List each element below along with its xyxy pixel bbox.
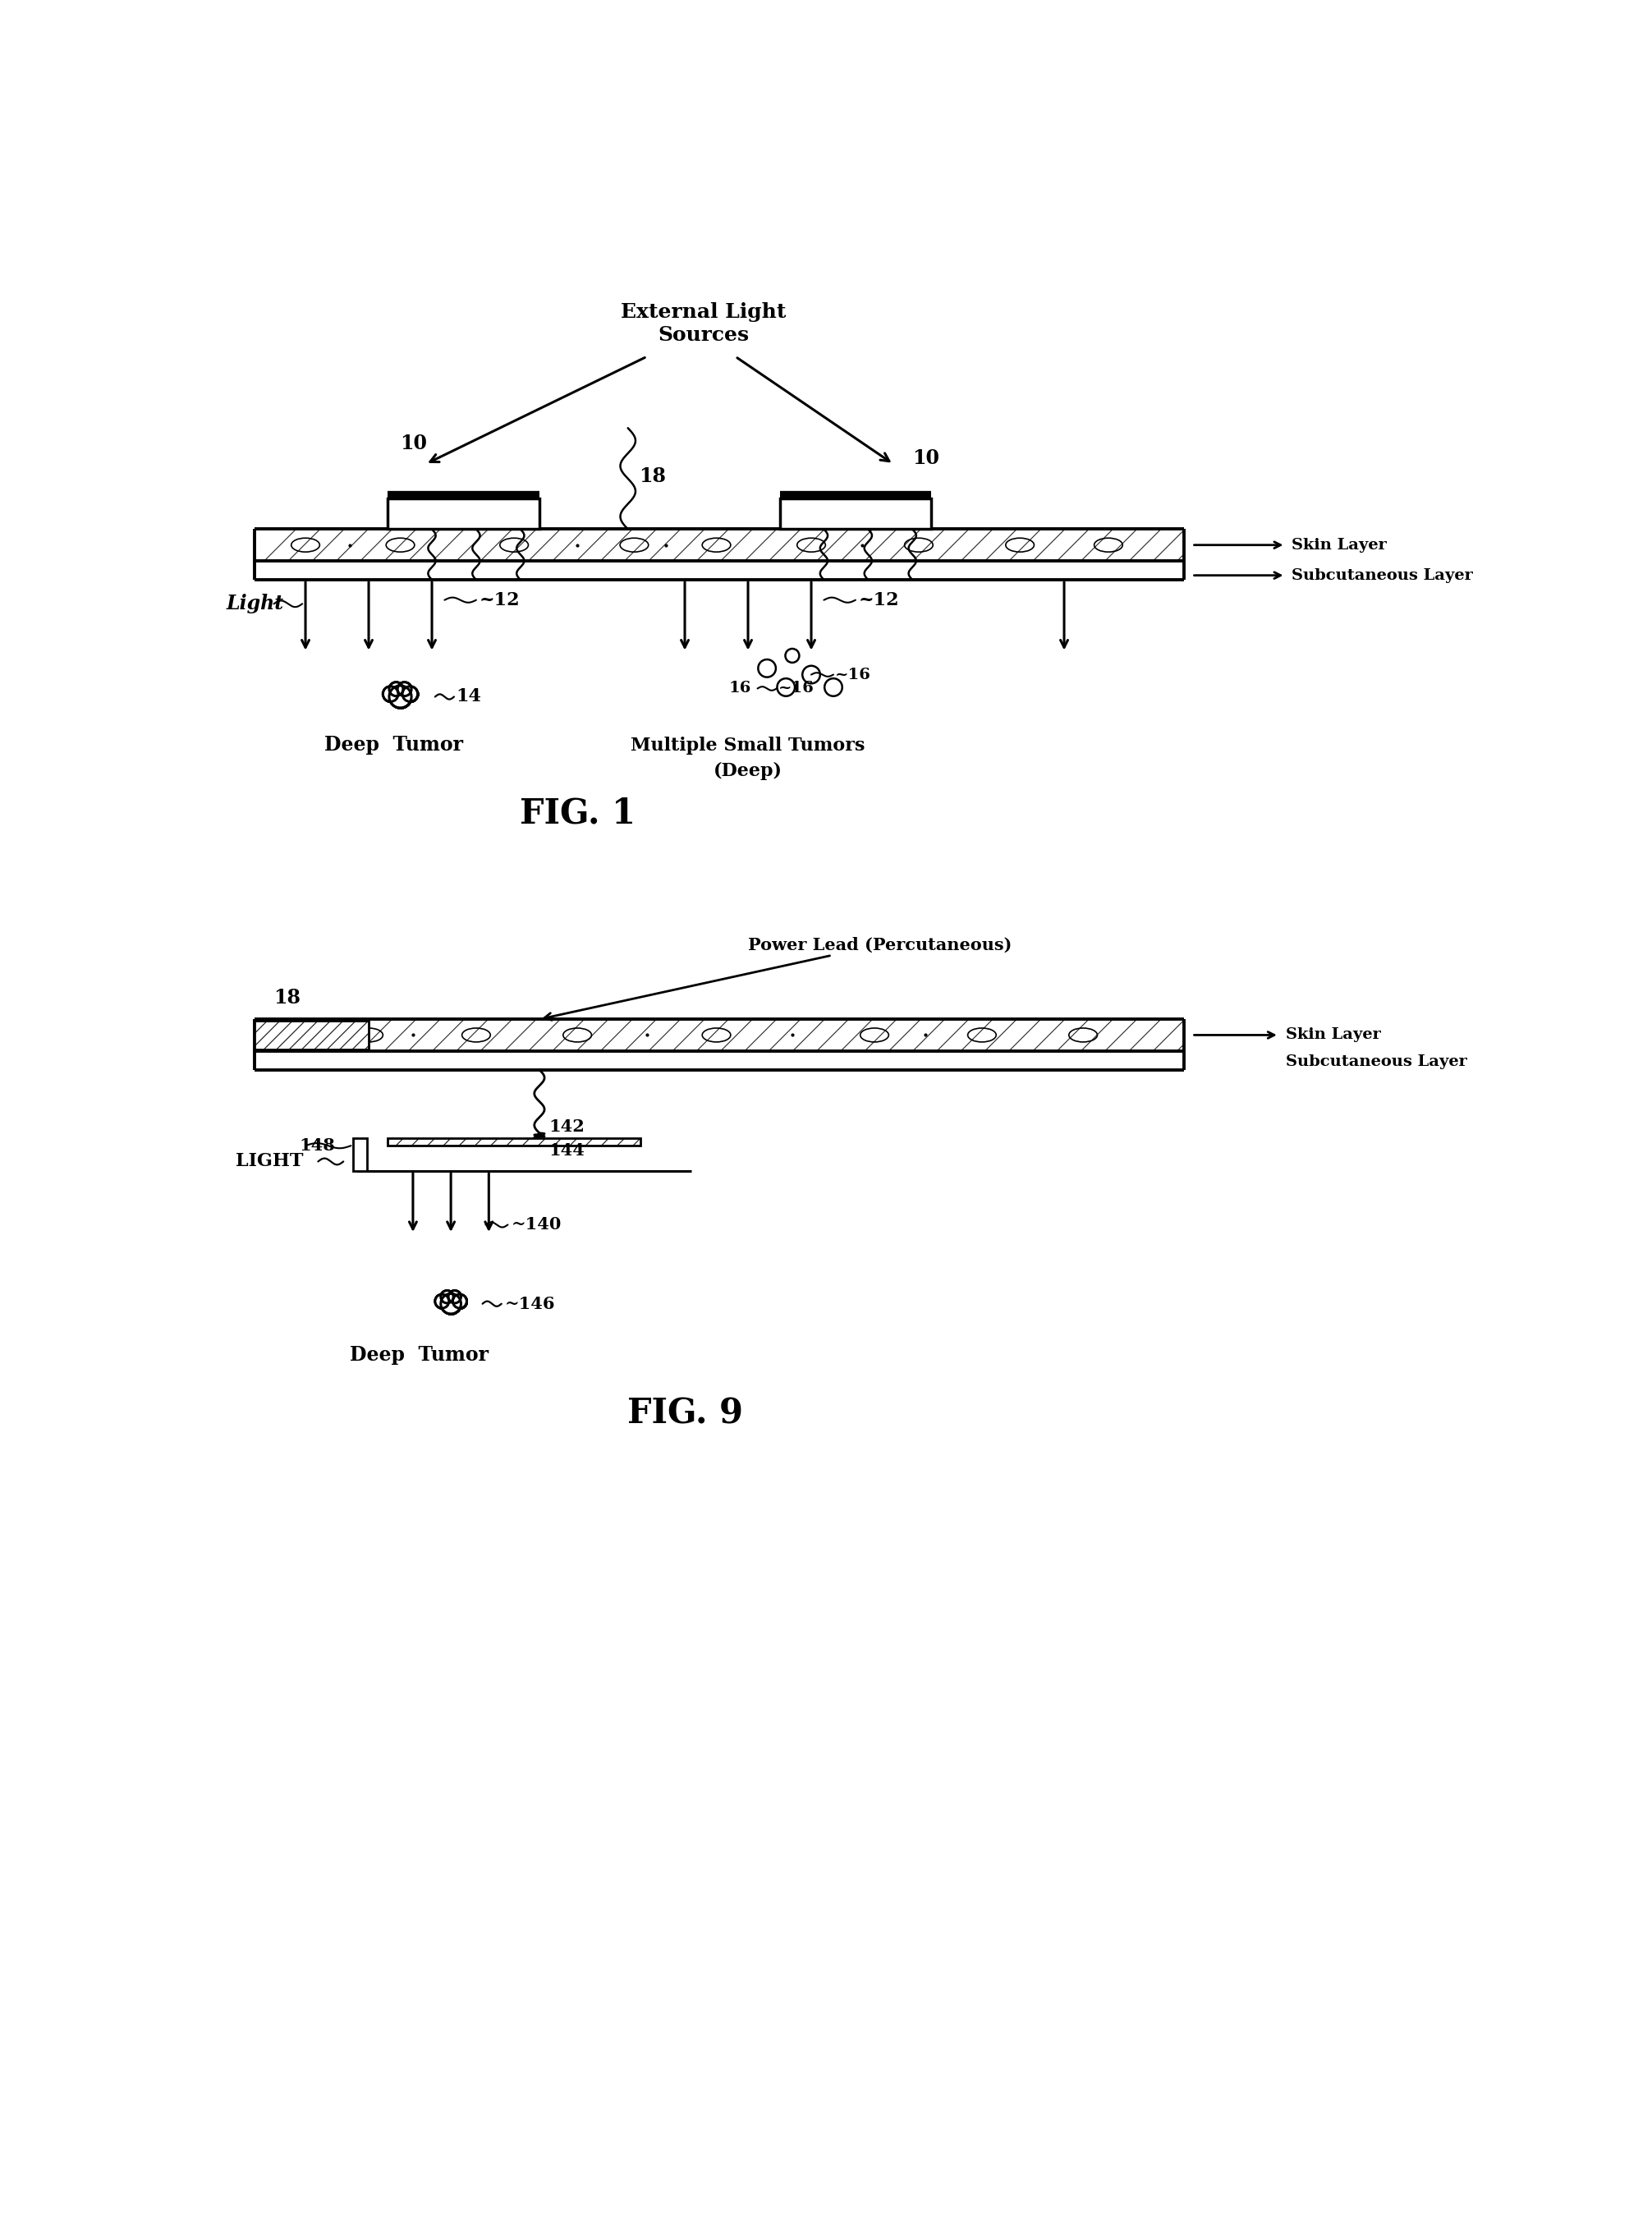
Circle shape <box>390 685 411 708</box>
Text: ~140: ~140 <box>510 1215 562 1233</box>
Bar <box>388 499 540 530</box>
Bar <box>254 1020 368 1049</box>
Circle shape <box>383 685 398 701</box>
Text: (Deep): (Deep) <box>714 761 783 781</box>
Text: Multiple Small Tumors: Multiple Small Tumors <box>631 736 866 754</box>
Text: Power Lead (Percutaneous): Power Lead (Percutaneous) <box>544 936 1013 1020</box>
Circle shape <box>448 1291 461 1304</box>
Bar <box>388 1138 641 1147</box>
Circle shape <box>398 683 411 696</box>
Text: 10: 10 <box>912 448 940 468</box>
Text: FIG. 9: FIG. 9 <box>626 1397 743 1431</box>
Circle shape <box>403 685 418 701</box>
Text: External Light
Sources: External Light Sources <box>621 302 786 346</box>
Text: 142: 142 <box>548 1118 585 1136</box>
Text: 16: 16 <box>729 681 752 696</box>
Text: 14: 14 <box>456 688 481 705</box>
Circle shape <box>454 1295 466 1306</box>
Circle shape <box>441 1293 461 1313</box>
Circle shape <box>383 688 396 701</box>
Bar <box>780 499 932 530</box>
Circle shape <box>403 688 416 701</box>
Circle shape <box>441 1291 453 1304</box>
Text: FIG. 1: FIG. 1 <box>519 796 636 830</box>
Text: ~146: ~146 <box>504 1295 555 1313</box>
Text: Subcutaneous Layer: Subcutaneous Layer <box>1292 568 1474 583</box>
Text: ~12: ~12 <box>479 590 520 610</box>
Text: Subcutaneous Layer: Subcutaneous Layer <box>1285 1054 1467 1069</box>
Text: 18: 18 <box>274 987 301 1007</box>
Circle shape <box>441 1291 453 1302</box>
Text: ~16: ~16 <box>836 668 871 681</box>
Text: Deep  Tumor: Deep Tumor <box>324 734 463 754</box>
Circle shape <box>436 1295 448 1306</box>
Text: 144: 144 <box>548 1142 585 1160</box>
Text: ~12: ~12 <box>859 590 899 610</box>
Text: ~16: ~16 <box>778 681 814 696</box>
Text: Skin Layer: Skin Layer <box>1285 1027 1381 1042</box>
Circle shape <box>443 1295 459 1313</box>
Bar <box>254 1020 368 1049</box>
Circle shape <box>390 688 410 708</box>
Text: 10: 10 <box>400 435 428 455</box>
Circle shape <box>453 1295 466 1309</box>
Circle shape <box>390 683 403 696</box>
Bar <box>354 1138 367 1171</box>
Text: 18: 18 <box>639 466 666 486</box>
Circle shape <box>449 1291 461 1302</box>
Circle shape <box>390 683 401 694</box>
Text: Skin Layer: Skin Layer <box>1292 537 1388 552</box>
Text: Light: Light <box>226 594 284 614</box>
Text: Deep  Tumor: Deep Tumor <box>350 1344 489 1364</box>
Bar <box>388 1138 641 1147</box>
Circle shape <box>398 683 411 694</box>
Text: LIGHT: LIGHT <box>236 1153 304 1171</box>
Text: 148: 148 <box>299 1138 335 1153</box>
Circle shape <box>434 1295 449 1309</box>
